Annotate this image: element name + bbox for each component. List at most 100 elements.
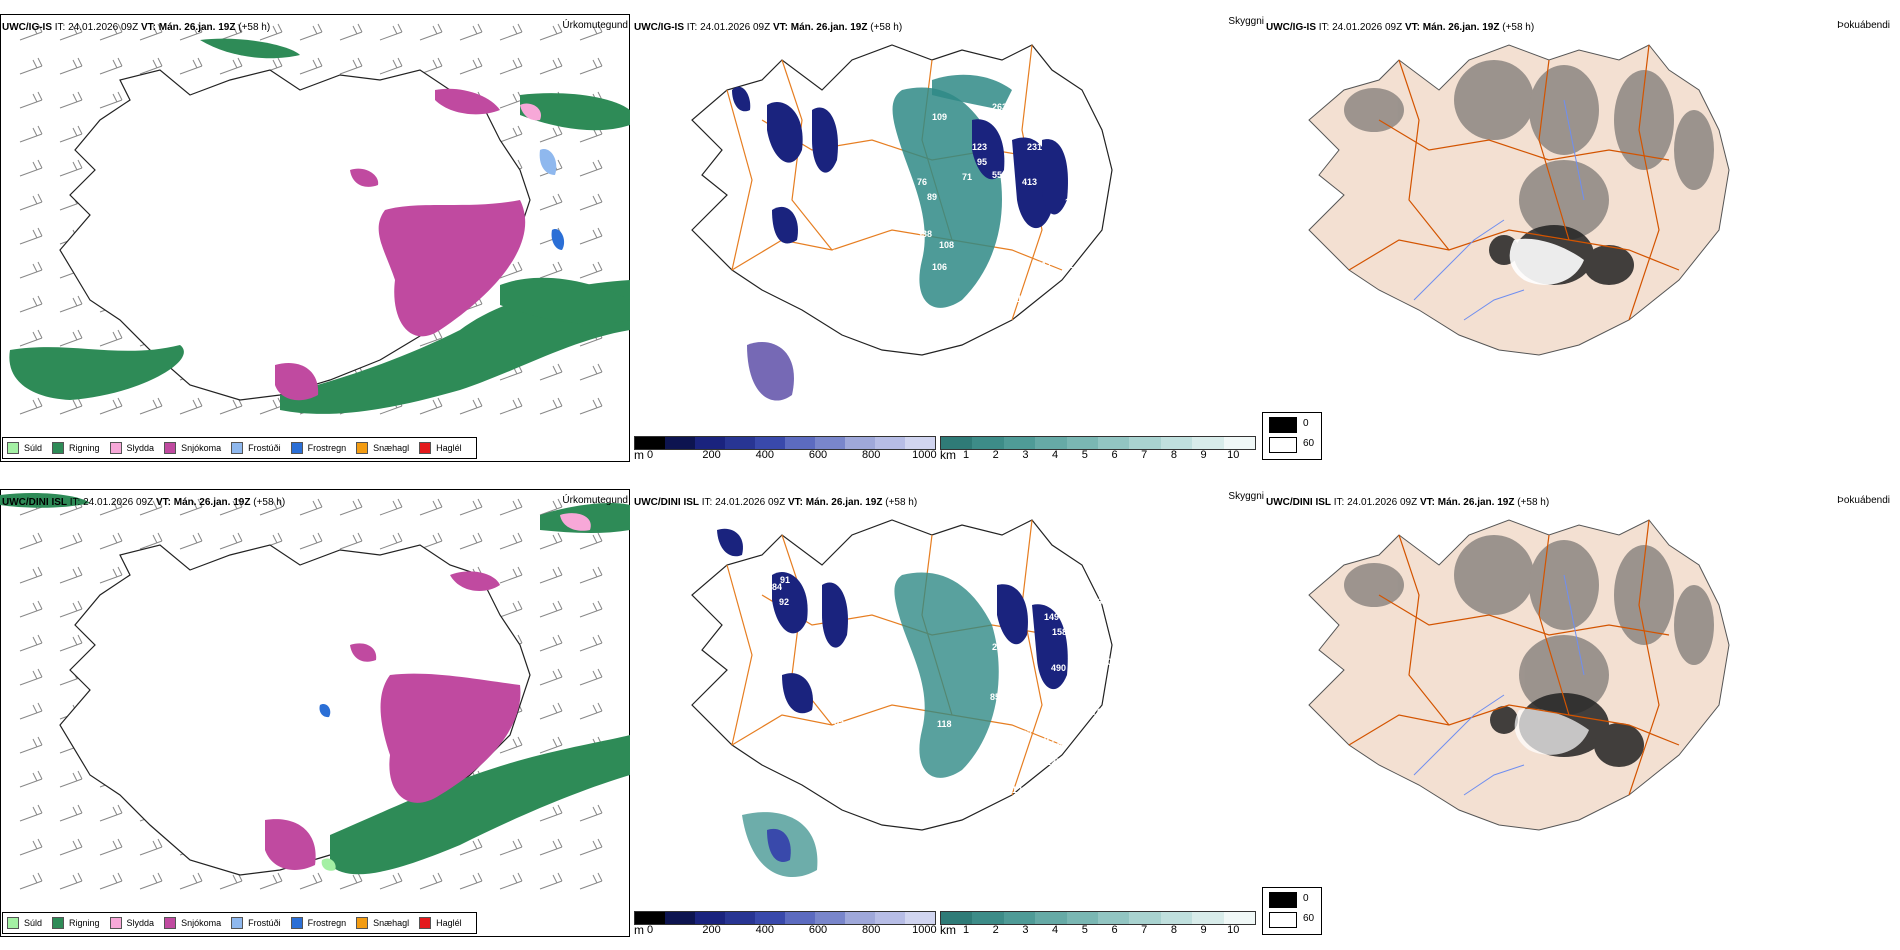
wind-barb [139, 838, 163, 856]
wind-barb [579, 159, 603, 177]
visibility-label: 69 [832, 248, 842, 258]
vt-value: Mán. 26.jan. 19Z [1437, 497, 1515, 508]
legend-label: Frostúði [248, 443, 281, 453]
legend-item-rain: Rigning [52, 917, 100, 929]
lead-time: (+58 h) [870, 22, 903, 33]
wind-barb [59, 57, 83, 75]
colorbar-unit: m [634, 923, 644, 937]
wind-barb [379, 498, 403, 516]
fog-index-panel: UWC/DINI ISL IT: 24.01.2026 09Z VT: Mán.… [1264, 475, 1900, 950]
fog-legend: 0 60 [1262, 887, 1322, 935]
visibility-label: 85 [1027, 94, 1037, 104]
visibility-label: 112 [1037, 260, 1052, 270]
wind-barb [139, 23, 163, 41]
wind-barb [139, 532, 163, 550]
visibility-label: 182 [1017, 294, 1032, 304]
visibility-label: 91 [780, 575, 790, 585]
tick-label: 0 [646, 924, 654, 936]
wind-barb [339, 872, 363, 890]
wind-barb [539, 57, 563, 75]
tick-label: 800 [862, 449, 881, 461]
visibility-label: 39 [1000, 659, 1010, 669]
legend-item-snow: Snjókoma [164, 917, 221, 929]
wind-barb [499, 261, 523, 279]
visibility-label: 109 [829, 364, 844, 374]
precip-type-panel: UWC/IG-IS IT: 24.01.2026 09Z VT: Mán. 26… [0, 0, 632, 475]
wind-barb [339, 498, 363, 516]
wind-barb [99, 498, 123, 516]
model-name: UWC/IG-IS [2, 22, 52, 33]
visibility-label: 55 [992, 170, 1002, 180]
legend-item-snow-hail: Snæhagl [356, 917, 409, 929]
tick-label: 1 [962, 449, 970, 461]
wind-barb [19, 634, 43, 652]
wind-barb [579, 57, 603, 75]
glacier-clear [1509, 238, 1584, 285]
tick-label: 200 [702, 924, 721, 936]
wind-barb [299, 23, 323, 41]
snow-area [350, 643, 377, 662]
legend-label: Snæhagl [373, 443, 410, 453]
fog-map [1308, 44, 1730, 356]
low-cloud-area [782, 673, 813, 714]
rivers [1413, 99, 1585, 321]
low-cloud-area [822, 582, 848, 648]
wind-barb [459, 532, 483, 550]
wind-barb [579, 634, 603, 652]
wind-barb [339, 57, 363, 75]
model-name: UWC/DINI ISL [1266, 497, 1331, 508]
wind-barb [539, 804, 563, 822]
colorbar-unit: km [940, 448, 956, 462]
wind-barb [299, 498, 323, 516]
low-cloud-area [767, 102, 803, 163]
wind-barb [19, 600, 43, 618]
wind-barb [299, 57, 323, 75]
wind-barb [99, 566, 123, 584]
low-cloud-area [1032, 604, 1068, 690]
legend-item-hail: Haglél [419, 917, 462, 929]
wind-barb [579, 600, 603, 618]
vt-label: VT: [787, 497, 803, 508]
wind-barb [219, 498, 243, 516]
visibility-label: 71 [872, 152, 882, 162]
visibility-label: 177 [1042, 277, 1057, 287]
visibility-label: 181 [992, 342, 1007, 352]
panel-title: Þokuábendi [1837, 20, 1890, 31]
vt-label: VT: [140, 22, 156, 33]
wind-barb [19, 838, 43, 856]
wind-barb [539, 736, 563, 754]
vt-value: Mán. 26.jan. 19Z [173, 497, 251, 508]
wind-barb [539, 125, 563, 143]
wind-barb [19, 566, 43, 584]
visibility-label: 413 [1022, 177, 1037, 187]
wind-barb [19, 736, 43, 754]
wind-barb [19, 397, 43, 415]
visibility-label: 105 [1065, 197, 1080, 207]
wind-barb [339, 532, 363, 550]
row-ig-is: UWC/IG-IS IT: 24.01.2026 09Z VT: Mán. 26… [0, 0, 1890, 475]
it-value: 24.01.2026 09Z [715, 497, 786, 508]
lead-time: (+58 h) [253, 497, 286, 508]
visibility-label: 102 [823, 845, 838, 855]
visibility-label: 158 [997, 312, 1012, 322]
wind-barb [579, 702, 603, 720]
snow-area [378, 200, 526, 337]
legend-item-freezing-rain: Frostregn [290, 917, 346, 929]
visibility-label: 63 [1057, 739, 1067, 749]
panel-title: Úrkomutegund [562, 495, 628, 506]
wind-barb [339, 23, 363, 41]
legend-label: Slydda [126, 918, 155, 928]
visibility-label: 106 [882, 266, 897, 276]
wind-barb [539, 566, 563, 584]
visibility-label: 49 [842, 350, 852, 360]
wind-barb [379, 57, 403, 75]
legend-label: Snæhagl [373, 918, 410, 928]
tick-label: 1000 [912, 924, 937, 936]
tick-label: 8 [1170, 924, 1177, 936]
visibility-label: 231 [1027, 142, 1042, 152]
tick-label: 10 [1227, 924, 1240, 936]
tick-label: 600 [808, 449, 828, 461]
wind-barb [579, 804, 603, 822]
wind-barb [179, 23, 203, 41]
legend-label: Súld [24, 443, 43, 453]
